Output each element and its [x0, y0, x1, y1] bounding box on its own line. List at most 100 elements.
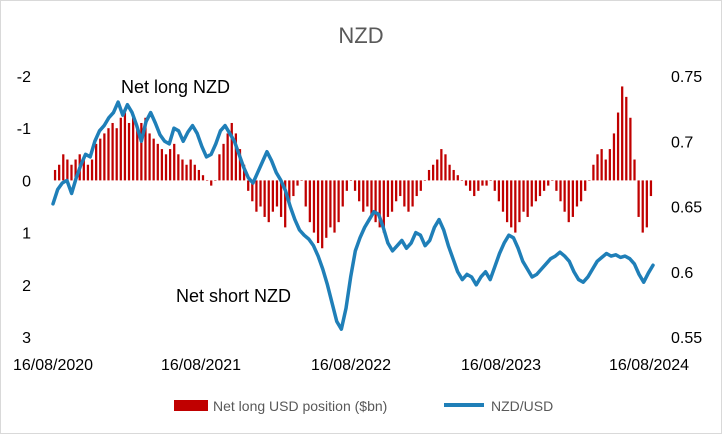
bar-mark — [456, 175, 459, 181]
annotation-net-short: Net short NZD — [176, 286, 291, 306]
right-axis-ticks: 0.55 0.6 0.65 0.7 0.75 — [671, 69, 702, 347]
bar-mark — [337, 180, 340, 223]
x-tick-label: 16/08/2023 — [461, 357, 541, 374]
bar-mark — [584, 180, 587, 191]
bar-mark — [629, 117, 632, 181]
bar-mark — [473, 180, 476, 197]
bar-mark — [477, 180, 480, 191]
bar-mark — [284, 180, 287, 228]
bar-mark — [395, 180, 398, 202]
bar-mark — [460, 180, 464, 181]
bar-mark — [645, 180, 648, 228]
chart-title: NZD — [338, 23, 383, 48]
bar-mark — [321, 180, 324, 249]
bar-mark — [592, 164, 595, 181]
bar-mark — [205, 180, 209, 181]
right-tick-label: 0.55 — [671, 330, 702, 347]
bar-mark — [333, 180, 336, 233]
x-tick-label: 16/08/2021 — [161, 357, 241, 374]
bar-mark — [99, 138, 102, 181]
left-tick-label: 0 — [22, 173, 31, 190]
bar-mark — [411, 180, 414, 207]
bar-mark — [501, 180, 505, 212]
bar-mark — [107, 128, 110, 181]
bar-mark — [329, 180, 332, 228]
bar-mark — [518, 180, 521, 223]
right-tick-label: 0.7 — [671, 134, 693, 151]
bar-mark — [386, 180, 390, 217]
bar-mark — [526, 180, 529, 217]
bar-mark — [555, 180, 558, 191]
right-tick-label: 0.65 — [671, 200, 702, 217]
bar-mark — [140, 122, 143, 181]
bar-mark — [304, 180, 307, 207]
bar-mark — [111, 122, 114, 181]
bar-mark — [538, 180, 542, 197]
bar-mark — [242, 164, 246, 181]
bar-mark — [247, 180, 250, 191]
bar-mark — [132, 117, 135, 181]
bar-mark — [616, 112, 620, 181]
bar-mark — [436, 159, 439, 181]
bar-mark — [123, 112, 127, 181]
bar-mark — [547, 180, 550, 186]
bar-mark — [403, 180, 406, 207]
bar-mark — [185, 164, 188, 181]
x-tick-label: 16/08/2020 — [13, 357, 93, 374]
bar-mark — [366, 180, 369, 207]
bar-mark — [522, 180, 525, 212]
left-tick-label: 2 — [22, 278, 31, 295]
bar-mark — [493, 180, 496, 191]
bar-mark — [551, 180, 554, 181]
bar-mark — [444, 154, 447, 181]
bar-mark — [53, 169, 57, 181]
bar-mark — [136, 128, 139, 181]
bar-mark — [144, 117, 147, 181]
bar-mark — [621, 86, 624, 181]
bar-mark — [296, 180, 299, 186]
bar-mark — [514, 180, 517, 233]
bar-mark — [226, 133, 229, 181]
bar-mark — [432, 164, 435, 181]
right-tick-label: 0.75 — [671, 69, 702, 86]
bar-mark — [390, 180, 394, 212]
right-tick-label: 0.6 — [671, 265, 693, 282]
bar-mark — [115, 128, 118, 181]
bar-mark — [481, 180, 484, 186]
legend: Net long USD position ($bn) NZD/USD — [174, 398, 553, 414]
bar-mark — [505, 180, 509, 223]
bar-mark — [378, 180, 381, 228]
line-series — [51, 100, 655, 331]
x-tick-label: 16/08/2024 — [609, 357, 689, 374]
bar-mark — [292, 180, 295, 197]
bar-mark — [600, 149, 603, 181]
bar-mark — [612, 133, 616, 181]
bar-mark — [542, 180, 546, 191]
annotation-net-long: Net long NZD — [121, 77, 230, 97]
bar-mark — [575, 180, 579, 207]
bar-mark — [440, 149, 443, 181]
bar-mark — [62, 154, 65, 181]
bar-mark — [649, 180, 653, 197]
bar-mark — [362, 180, 365, 212]
bar-mark — [567, 180, 570, 223]
bar-mark — [288, 180, 291, 202]
bar-mark — [230, 122, 233, 181]
bar-mark — [485, 180, 488, 186]
bar-mark — [510, 180, 513, 228]
bar-mark — [579, 180, 583, 202]
bar-mark — [341, 180, 344, 207]
bar-mark — [160, 149, 164, 181]
bar-mark — [201, 175, 205, 181]
bar-mark — [534, 180, 538, 202]
bar-mark — [489, 180, 492, 181]
bar-mark — [448, 164, 451, 181]
bar-mark — [255, 180, 258, 212]
bar-mark — [358, 180, 361, 202]
bar-mark — [637, 180, 640, 217]
bar-mark — [177, 154, 180, 181]
bar-mark — [95, 143, 98, 181]
bar-mark — [415, 180, 418, 197]
bar-mark — [181, 159, 184, 181]
